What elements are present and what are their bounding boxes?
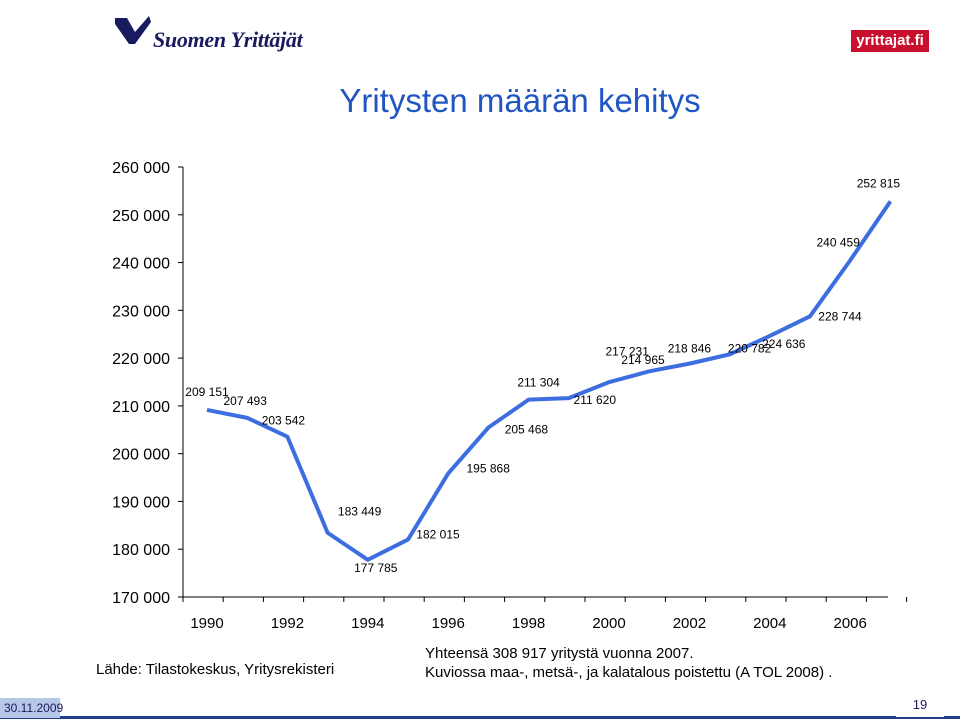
data-label: 205 468 xyxy=(505,423,549,437)
x-tick-label: 1998 xyxy=(512,615,545,632)
source-note: Lähde: Tilastokeskus, Yritysrekisteri xyxy=(96,661,335,678)
data-label: 207 493 xyxy=(224,394,268,408)
chart-note-line-1: Yhteensä 308 917 yritystä vuonna 2007. xyxy=(425,645,694,662)
chart-note-line-2: Kuviossa maa-, metsä-, ja kalatalous poi… xyxy=(425,664,833,681)
data-label: 209 151 xyxy=(185,385,229,399)
yrittajat-fi-logo: yrittajat.fi xyxy=(851,30,929,52)
data-label: 211 304 xyxy=(517,376,560,390)
page-number: 19 xyxy=(896,693,944,717)
data-label: 214 965 xyxy=(621,353,665,367)
data-label: 183 449 xyxy=(338,505,382,519)
y-tick-label: 200 000 xyxy=(112,447,170,464)
y-tick-label: 170 000 xyxy=(112,590,170,607)
data-label: 224 636 xyxy=(762,337,806,351)
data-label: 203 542 xyxy=(262,414,306,428)
data-label: 240 459 xyxy=(817,235,861,249)
x-tick-label: 1996 xyxy=(432,615,465,632)
x-tick-label: 2000 xyxy=(592,615,625,632)
line-chart: 170 000 180 000 190 000 200 000 210 000 220 0… xyxy=(112,160,908,632)
date-label: 30.11.2009 xyxy=(0,698,63,718)
data-label: 220 782 xyxy=(728,341,772,355)
x-tick-label: 1994 xyxy=(351,615,384,632)
data-label: 252 815 xyxy=(857,176,901,190)
y-tick-label: 260 000 xyxy=(112,160,170,177)
x-tick-label: 2004 xyxy=(753,615,786,632)
data-label: 228 744 xyxy=(818,309,862,323)
x-tick-label: 2002 xyxy=(673,615,706,632)
data-label: 195 868 xyxy=(467,461,511,475)
data-label: 211 620 xyxy=(574,393,617,407)
x-tick-label: 1992 xyxy=(271,615,304,632)
y-tick-label: 240 000 xyxy=(112,256,170,273)
data-label: 218 846 xyxy=(668,342,712,356)
y-tick-label: 210 000 xyxy=(112,399,170,416)
x-tick-label: 2006 xyxy=(834,615,867,632)
y-tick-label: 250 000 xyxy=(112,208,170,225)
data-label: 182 015 xyxy=(416,528,460,542)
suomen-yrittajat-logo: Suomen Yrittäjät xyxy=(113,14,313,54)
y-tick-label: 220 000 xyxy=(112,351,170,368)
y-tick-label: 230 000 xyxy=(112,303,170,320)
footer-divider xyxy=(0,716,960,719)
data-label: 177 785 xyxy=(354,561,398,575)
page-title: Yritysten määrän kehitys xyxy=(339,82,701,119)
flag-icon xyxy=(115,16,151,44)
series-line xyxy=(206,200,893,562)
chart-note: Yhteensä 308 917 yritystä vuonna 2007. K… xyxy=(425,644,832,682)
logo-left-text: Suomen Yrittäjät xyxy=(153,27,303,52)
x-tick-label: 1990 xyxy=(190,615,223,632)
y-tick-label: 190 000 xyxy=(112,494,170,511)
y-tick-label: 180 000 xyxy=(112,542,170,559)
data-label: 217 231 xyxy=(606,344,650,358)
